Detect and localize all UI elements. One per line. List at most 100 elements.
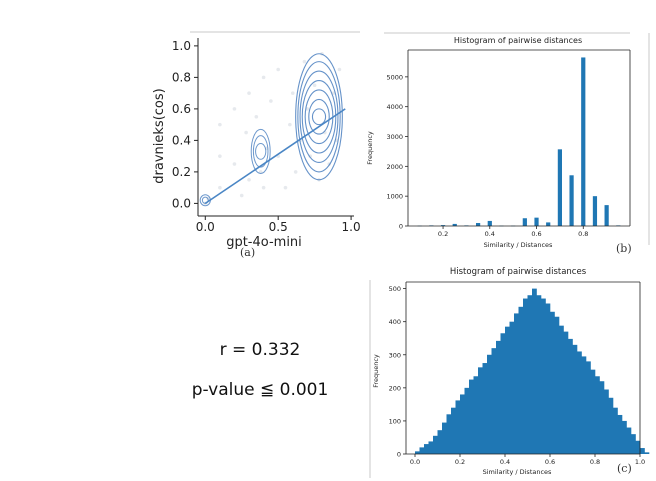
histogram-bar (622, 420, 627, 454)
histogram-bar (534, 217, 539, 226)
scatter-kde-plot: 0.0 0.5 1.0 0.0 0.2 0.4 0.6 0.8 1.0 gpt-4o-mini… (152, 31, 360, 250)
histogram-bar (586, 361, 591, 454)
x-tick-label: 0.5 (269, 220, 288, 234)
histogram-bar (532, 288, 537, 454)
scatter-point (337, 67, 342, 72)
x-tick-label: 0.8 (578, 230, 588, 238)
histogram-bar (487, 220, 492, 226)
x-tick-label: 0.6 (531, 230, 541, 238)
x-tick-label: 0.2 (455, 458, 465, 466)
histogram-bar (518, 306, 524, 454)
kde-contour (255, 143, 267, 160)
histogram-bar (545, 303, 551, 454)
histogram-bar (437, 430, 443, 454)
y-tick-label: 5000 (386, 73, 403, 81)
scatter-point (276, 67, 280, 72)
scatter-point (269, 99, 273, 103)
x-tick-label: 1.0 (635, 458, 645, 466)
kde-contour (252, 135, 269, 168)
scatter-point (283, 185, 288, 190)
histogram-bar (541, 298, 546, 454)
histogram-bar (604, 389, 609, 454)
x-ticks: 0.0 0.5 1.0 (196, 216, 360, 234)
y-tick-label: 300 (389, 351, 401, 359)
y-tick-label: 2000 (386, 163, 403, 171)
scatter-point (247, 91, 251, 95)
regression-line (204, 108, 346, 205)
histogram-bar (469, 379, 474, 454)
histogram-bar (482, 363, 488, 454)
scatter-point (258, 170, 263, 174)
kde-contour (311, 108, 327, 126)
histogram-bar (559, 325, 564, 454)
y-axis-label: dravnieks(cos) (152, 88, 167, 183)
histogram-bar (428, 441, 434, 454)
histogram-bar (451, 407, 456, 454)
y-tick-label: 3000 (386, 133, 403, 141)
histogram-bar (491, 348, 497, 454)
x-tick-label: 0.4 (500, 458, 510, 466)
scatter-point (218, 154, 222, 158)
y-tick-label: 0.4 (172, 133, 191, 147)
histogram-bar (557, 149, 562, 226)
histogram-bar (523, 298, 528, 454)
histogram-bar (424, 444, 429, 454)
x-axis-label: Similarity / Distances (483, 468, 552, 476)
histogram-bar (635, 440, 641, 454)
histogram-bar (496, 340, 501, 454)
kde-contour (308, 98, 330, 135)
x-tick-label: 0.0 (196, 220, 215, 234)
panel-label-b: (b) (616, 242, 632, 255)
scatter-point (302, 59, 307, 64)
histogram-c: Histogram of pairwise distances 0.0 0.2 0.… (369, 267, 650, 478)
axes-frame (405, 281, 641, 455)
histogram-bar (644, 452, 650, 454)
y-axis-label: Frequency (366, 131, 374, 165)
kde-contour (297, 61, 341, 173)
histogram-b: Histogram of pairwise distances 0.2 0.4 0.… (366, 32, 650, 249)
y-ticks: 0.0 0.2 0.4 0.6 0.8 1.0 (172, 39, 198, 210)
scatter-point (232, 107, 237, 111)
scatter-point (244, 130, 248, 135)
histogram-bar (460, 394, 465, 454)
histogram-bar (568, 338, 573, 454)
y-tick-label: 200 (389, 384, 401, 392)
histogram-bar (476, 223, 481, 226)
y-axis-label: Frequency (372, 354, 380, 388)
y-tick-label: 0 (399, 223, 403, 231)
histogram-bar (505, 326, 510, 454)
histogram-bar (419, 447, 425, 454)
histogram-bar (572, 344, 578, 454)
y-tick-label: 0.6 (172, 102, 191, 116)
y-tick-label: 0.2 (172, 165, 191, 179)
histogram-bar (617, 414, 623, 454)
histogram-bars (417, 57, 621, 227)
x-tick-label: 0.6 (545, 458, 555, 466)
scatter-point (288, 122, 292, 127)
histogram-bar (599, 381, 605, 454)
correlation-text: r = 0.332 (219, 340, 301, 360)
y-ticks: 0 100 200 300 400 500 (389, 285, 406, 459)
histogram-bar (581, 57, 586, 226)
scatter-point (261, 185, 266, 190)
y-tick-label: 0.0 (172, 196, 191, 210)
y-tick-label: 1000 (386, 193, 403, 201)
x-tick-label: 1.0 (342, 220, 360, 234)
histogram-bar (500, 333, 506, 454)
scatter-point (232, 162, 237, 166)
scatter-point (239, 193, 244, 198)
x-tick-label: 0.8 (590, 458, 600, 466)
scatter-point (305, 107, 310, 111)
scatter-point (312, 83, 317, 88)
histogram-bar (563, 331, 569, 454)
histogram-bar (487, 354, 492, 454)
histogram-bar (478, 367, 483, 454)
y-tick-label: 500 (389, 285, 401, 293)
histogram-bar (626, 427, 632, 454)
chart-title: Histogram of pairwise distances (450, 267, 587, 277)
histogram-bar (604, 205, 609, 226)
y-tick-label: 100 (389, 417, 401, 425)
scatter-point (218, 185, 222, 190)
histogram-bar (433, 435, 438, 454)
scatter-point (218, 122, 222, 127)
